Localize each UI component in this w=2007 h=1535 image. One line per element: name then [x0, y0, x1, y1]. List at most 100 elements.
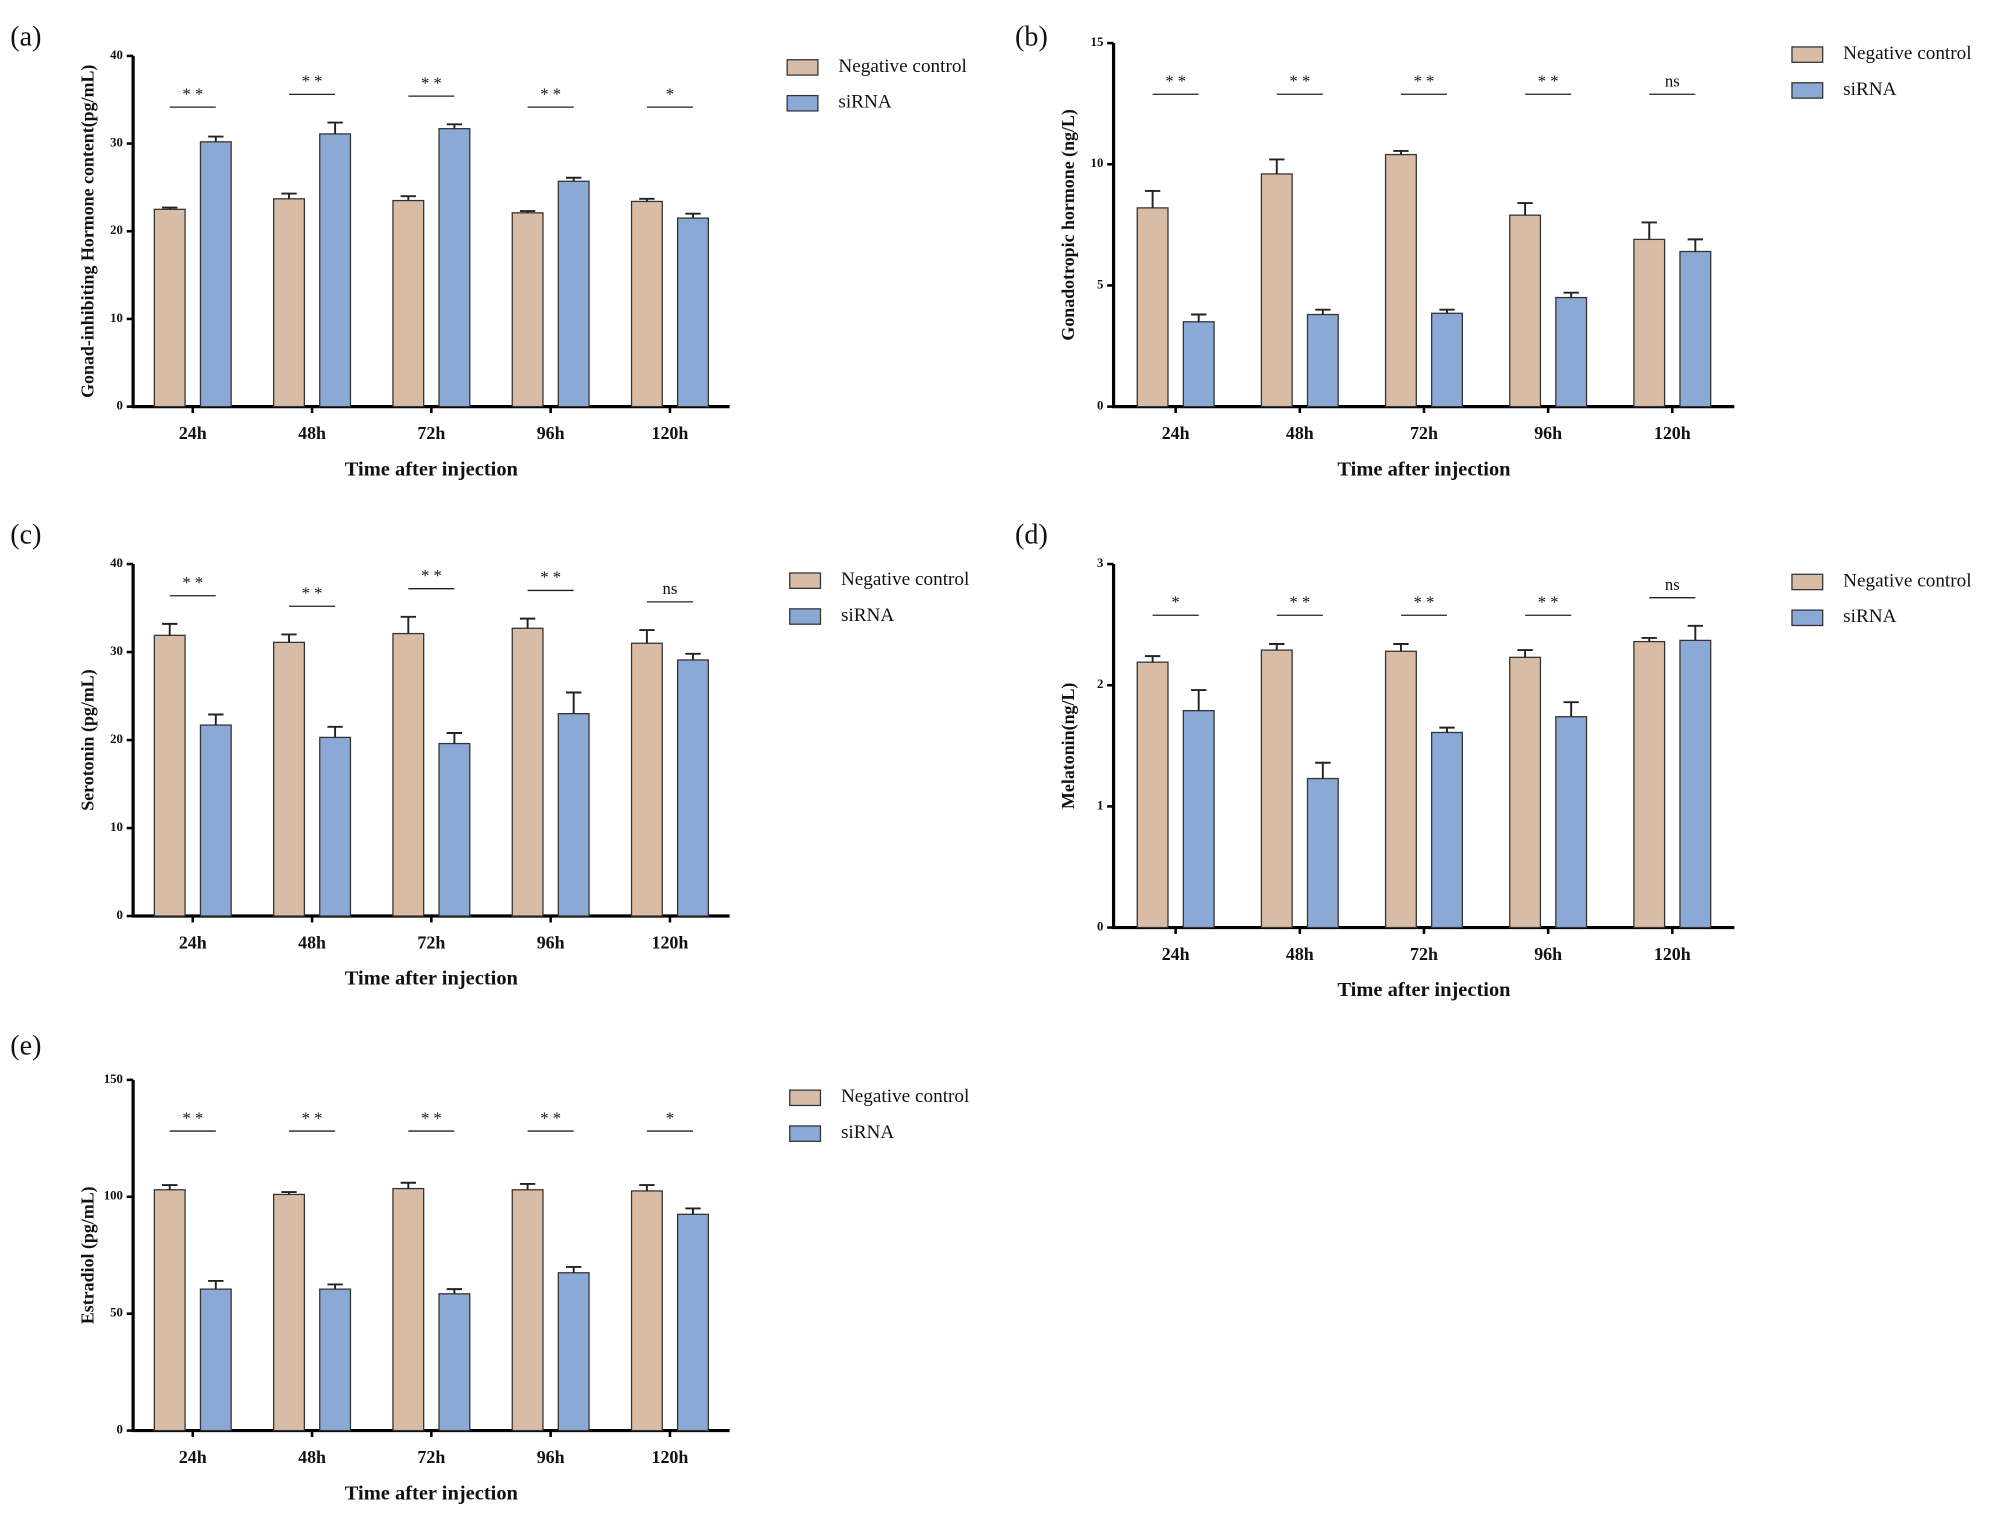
significance-label: * *	[302, 584, 323, 603]
significance-label: * *	[421, 73, 442, 92]
bar	[511, 627, 544, 917]
x-tick-label: 48h	[1286, 423, 1314, 443]
legend-label: Negative control	[1843, 43, 1971, 64]
error-bar	[639, 1184, 655, 1191]
bar	[438, 742, 471, 917]
error-bar	[639, 629, 655, 644]
legend-label: siRNA	[841, 1122, 894, 1143]
significance-label: * *	[1289, 72, 1310, 91]
error-bar	[327, 121, 343, 134]
error-bar	[566, 176, 582, 182]
bar	[273, 641, 306, 917]
error-bar	[162, 1184, 178, 1190]
legend-label: Negative control	[841, 569, 969, 590]
y-tick-label: 15	[1091, 35, 1104, 49]
error-bar	[685, 212, 701, 219]
y-tick-label: 30	[110, 644, 123, 658]
legend-label: siRNA	[838, 92, 891, 113]
x-tick-label: 48h	[298, 1447, 326, 1467]
error-bar	[1687, 238, 1704, 252]
x-axis-label: Time after injection	[1337, 979, 1511, 1001]
error-bar	[1641, 636, 1657, 642]
y-axis-label: Gonadotropic hormone (ng/L)	[1058, 109, 1079, 341]
bar	[1306, 777, 1339, 929]
y-tick-label: 40	[110, 556, 123, 570]
significance-label: * *	[182, 573, 203, 592]
bar	[1182, 321, 1215, 408]
error-bar	[685, 652, 701, 660]
x-tick-label: 120h	[1654, 944, 1691, 964]
error-bar	[327, 725, 343, 738]
significance-label: * *	[1289, 593, 1310, 612]
error-bar	[685, 1207, 701, 1215]
bar	[392, 199, 425, 408]
error-bar	[519, 210, 536, 213]
bar	[319, 1288, 352, 1432]
error-bar	[1144, 655, 1161, 663]
x-tick-label: 96h	[1534, 423, 1562, 443]
legend-label: siRNA	[841, 605, 894, 626]
y-tick-label: 1	[1097, 798, 1103, 812]
bar	[557, 713, 590, 917]
error-bar	[566, 1265, 582, 1273]
significance-label: *	[666, 84, 674, 103]
x-tick-label: 24h	[1162, 423, 1190, 443]
error-bar	[281, 1191, 297, 1195]
chart-panel: (a) 0 10 20 30 40 24h * * 48h * * 72h * * 96h * * 120h…	[10, 22, 967, 481]
legend-label: Negative control	[838, 56, 966, 77]
x-tick-label: 120h	[1654, 423, 1691, 443]
error-bar	[1191, 313, 1207, 322]
bar	[153, 208, 186, 408]
panel-label: (c)	[10, 520, 41, 551]
error-bar	[1269, 158, 1285, 174]
error-bar	[1517, 202, 1533, 216]
y-tick-label: 50	[110, 1306, 123, 1320]
error-bar	[519, 1182, 536, 1190]
bar	[676, 1213, 709, 1432]
y-tick-label: 100	[104, 1189, 123, 1203]
chart-panel: (e) 0 50 100 150 24h * * 48h * * 72h * * 96h * * 120h…	[10, 1030, 969, 1504]
bar	[153, 634, 186, 917]
bar	[1260, 649, 1293, 929]
x-tick-label: 72h	[1410, 423, 1438, 443]
significance-label: * *	[540, 1108, 561, 1127]
bar	[392, 632, 425, 917]
bar	[199, 724, 232, 917]
significance-label: * *	[540, 84, 561, 103]
x-tick-label: 48h	[298, 423, 326, 443]
bar	[153, 1189, 186, 1432]
bar	[1679, 250, 1712, 408]
panel-label: (e)	[10, 1030, 41, 1061]
x-axis-label: Time after injection	[345, 458, 519, 480]
significance-label: * *	[302, 72, 323, 91]
significance-label: * *	[1538, 593, 1559, 612]
error-bar	[446, 732, 463, 744]
significance-label: * *	[540, 568, 561, 587]
error-bar	[281, 633, 297, 643]
error-bar	[162, 622, 178, 636]
error-bar	[162, 206, 178, 210]
bar	[511, 212, 544, 408]
x-tick-label: 72h	[1410, 944, 1438, 964]
y-tick-label: 10	[110, 820, 123, 834]
bar	[511, 1189, 544, 1432]
significance-label: * *	[421, 566, 442, 585]
legend-swatch	[789, 608, 822, 625]
x-tick-label: 72h	[417, 423, 445, 443]
y-tick-label: 3	[1097, 556, 1103, 570]
x-tick-label: 24h	[179, 1447, 207, 1467]
error-bar	[1393, 149, 1409, 155]
significance-label: *	[1172, 593, 1180, 612]
y-tick-label: 20	[110, 223, 123, 237]
bar	[630, 200, 663, 408]
error-bar	[1144, 189, 1161, 208]
y-tick-label: 0	[1097, 919, 1103, 933]
bar	[319, 133, 352, 408]
y-axis-label: Serotonin (pg/mL)	[78, 669, 99, 810]
x-tick-label: 96h	[537, 423, 565, 443]
bar	[557, 180, 590, 408]
significance-label: * *	[1414, 593, 1435, 612]
x-tick-label: 48h	[1286, 944, 1314, 964]
bar	[1555, 716, 1588, 929]
